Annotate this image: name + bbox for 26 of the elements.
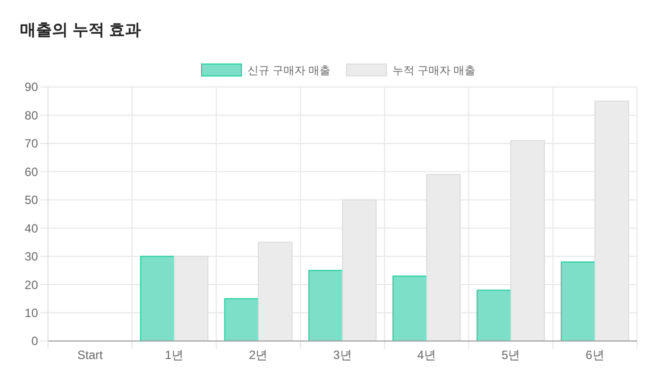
- y-tick-label: 30: [24, 250, 38, 264]
- y-tick-label: 10: [24, 306, 38, 320]
- y-tick-label: 50: [24, 193, 38, 208]
- y-tick-label: 20: [24, 278, 38, 292]
- bar: [476, 290, 512, 342]
- bar: [392, 276, 428, 342]
- y-tick-label: 60: [24, 164, 38, 179]
- y-tick-label: 0: [31, 334, 38, 348]
- chart-title: 매출의 누적 효과: [20, 22, 141, 39]
- y-tick-label: 70: [24, 136, 38, 151]
- bar: [308, 270, 343, 342]
- x-tick-label: 3년: [333, 348, 352, 362]
- bar: [560, 261, 596, 342]
- bar: [224, 298, 259, 342]
- bar: [140, 256, 175, 342]
- legend-label: 신규 구매자 매출: [248, 65, 331, 77]
- x-tick-label: 5년: [501, 348, 520, 362]
- x-tick-label: Start: [77, 348, 104, 362]
- y-tick-label: 90: [24, 80, 38, 94]
- y-tick-label: 40: [24, 221, 38, 236]
- x-tick-label: 1년: [164, 348, 184, 362]
- x-tick-label: 2년: [249, 348, 268, 362]
- x-tick-label: 4년: [417, 348, 436, 362]
- legend-label: 누적 구매자 매출: [392, 65, 476, 77]
- x-tick-label: 6년: [586, 348, 604, 362]
- y-tick-label: 80: [24, 108, 38, 122]
